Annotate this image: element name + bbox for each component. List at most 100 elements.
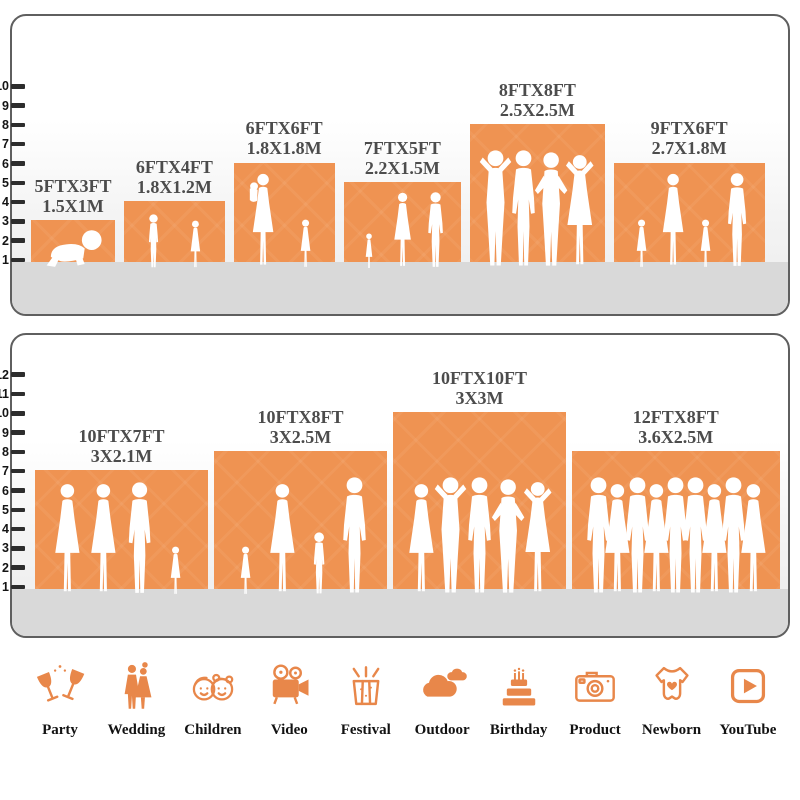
backdrop-size-label: 12FTX8FT 3.6X2.5M xyxy=(633,407,719,447)
ruler-number: 4 xyxy=(2,195,9,210)
size-m-label: 1.8X1.2M xyxy=(136,176,212,197)
backdrop-size-label: 10FTX10FT 3X3M xyxy=(432,368,527,408)
category-label: Video xyxy=(270,722,308,738)
ruler-number: 2 xyxy=(2,560,9,575)
baby-onesie-icon xyxy=(646,660,698,717)
ruler-number: 6 xyxy=(2,156,9,171)
ruler-tick-2: 2 xyxy=(0,233,25,249)
ruler-tick-mark xyxy=(11,584,25,590)
category-label: Wedding xyxy=(107,722,166,738)
ruler-tick-5: 5 xyxy=(0,502,25,518)
ruler-tick-mark xyxy=(11,411,25,416)
category-festival: Festival xyxy=(330,660,402,739)
person-silhouette-girl xyxy=(296,219,315,270)
ruler-tick-3: 3 xyxy=(0,213,25,229)
size-ft-label: 8FTX8FT xyxy=(498,79,576,100)
gift-box-icon xyxy=(340,660,392,717)
backdrop-size-label: 8FTX8FT 2.5X2.5M xyxy=(499,80,576,120)
person-silhouette-man xyxy=(501,150,546,270)
ruler-tick-9: 9 xyxy=(0,98,25,114)
ruler-number: 10 xyxy=(0,406,9,421)
category-product: Product xyxy=(559,660,631,739)
person-silhouette-man xyxy=(719,173,755,270)
person-silhouette-girl xyxy=(166,546,185,597)
person-silhouette-man-arms-up xyxy=(428,477,473,597)
size-m-label: 2.7X1.8M xyxy=(651,138,727,159)
ruler-number: 8 xyxy=(2,117,9,132)
floor-area xyxy=(12,262,788,314)
backdrop-size-label: 10FTX7FT 3X2.1M xyxy=(78,426,164,466)
person-silhouette-girl xyxy=(696,219,715,270)
ruler-tick-6: 6 xyxy=(0,156,25,172)
backdrop-size-label: 6FTX6FT 1.8X1.8M xyxy=(246,118,323,158)
ruler-tick-4: 4 xyxy=(0,194,25,210)
category-wedding: Wedding xyxy=(100,660,172,739)
category-label: Birthday xyxy=(489,722,548,738)
ruler-tick-1: 1 xyxy=(0,579,25,595)
ruler-tick-mark xyxy=(11,122,25,128)
person-silhouette-man xyxy=(711,477,756,597)
ruler-tick-mark xyxy=(11,84,25,89)
size-m-label: 3X2.5M xyxy=(269,426,332,447)
person-silhouette-baby xyxy=(41,226,106,270)
person-silhouette-woman xyxy=(732,483,775,597)
ruler-number: 12 xyxy=(0,367,9,382)
ruler-tick-mark xyxy=(11,199,25,205)
size-m-label: 2.2X1.5M xyxy=(364,157,440,178)
ruler-tick-2: 2 xyxy=(0,560,25,576)
ruler-tick-mark xyxy=(11,565,25,570)
ruler-tick-mark xyxy=(11,238,25,243)
person-silhouette-woman xyxy=(82,483,125,597)
person-silhouette-man xyxy=(653,477,698,597)
size-ft-label: 7FTX5FT xyxy=(363,137,441,158)
person-silhouette-woman xyxy=(693,483,736,597)
person-silhouette-boy xyxy=(307,532,331,597)
ruler-number: 8 xyxy=(2,444,9,459)
size-m-label: 3X3M xyxy=(455,388,504,409)
ruler-tick-mark xyxy=(11,430,25,435)
ruler-tick-mark xyxy=(11,219,25,224)
person-silhouette-toddler xyxy=(362,233,376,270)
person-silhouette-woman xyxy=(261,483,304,597)
ruler-number: 5 xyxy=(2,175,9,190)
ruler-number: 9 xyxy=(2,425,9,440)
person-silhouette-woman xyxy=(596,483,639,597)
ruler-number: 3 xyxy=(2,541,9,556)
backdrop-6ftx6ft xyxy=(233,162,335,262)
person-silhouette-man xyxy=(457,477,502,597)
ruler-tick-4: 4 xyxy=(0,521,25,537)
category-row: Party Wedding Children Video Festival Outdoor… xyxy=(24,660,784,739)
ruler-tick-mark xyxy=(11,488,25,493)
person-silhouette-woman xyxy=(400,483,443,597)
size-ft-label: 5FTX3FT xyxy=(34,176,112,197)
backdrop-size-label: 7FTX5FT 2.2X1.5M xyxy=(364,138,441,178)
person-silhouette-woman xyxy=(388,192,417,270)
person-silhouette-man-hips xyxy=(486,479,530,597)
person-silhouette-woman xyxy=(655,173,691,270)
size-m-label: 2.5X2.5M xyxy=(499,99,575,120)
ruler-number: 1 xyxy=(2,253,9,267)
size-ft-label: 10FTX10FT xyxy=(431,368,528,388)
size-ft-label: 10FTX7FT xyxy=(78,425,165,446)
category-label: Outdoor xyxy=(414,722,470,738)
youtube-play-icon xyxy=(722,660,774,717)
ruler-tick-mark xyxy=(11,468,25,474)
ruler-tick-mark xyxy=(11,257,25,263)
ruler-number: 7 xyxy=(2,464,9,479)
ruler-number: 5 xyxy=(2,502,9,517)
size-ft-label: 6FTX4FT xyxy=(135,156,213,177)
person-silhouette-woman-arms-up xyxy=(558,154,602,270)
person-silhouette-man-hips xyxy=(529,152,573,270)
size-ft-label: 12FTX8FT xyxy=(632,406,719,427)
size-ft-label: 6FTX6FT xyxy=(245,118,323,139)
person-silhouette-man xyxy=(673,477,718,597)
ruler-tick-mark xyxy=(11,180,25,186)
size-m-label: 3.6X2.5M xyxy=(638,426,714,447)
category-outdoor: Outdoor xyxy=(406,660,478,739)
category-newborn: Newborn xyxy=(636,660,708,739)
ruler-tick-11: 11 xyxy=(0,386,25,402)
backdrop-size-label: 10FTX8FT 3X2.5M xyxy=(257,407,343,447)
person-silhouette-man xyxy=(615,477,660,597)
backdrop-size-label: 9FTX6FT 2.7X1.8M xyxy=(651,118,728,158)
ruler-tick-mark xyxy=(11,449,25,455)
